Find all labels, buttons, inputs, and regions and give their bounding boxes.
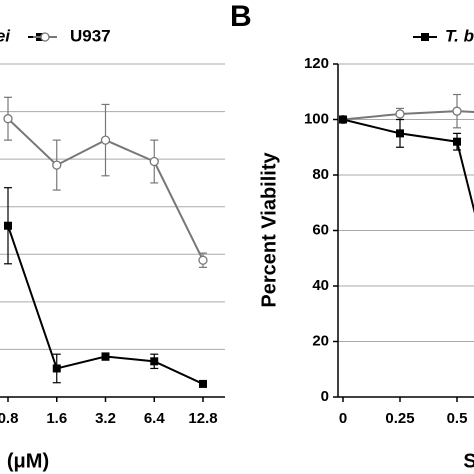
panel-a: 0.8 1.6 3.2 6.4 12.8 T. brucei U937 (μM)	[0, 26, 225, 472]
x-tick-label: 0.8	[0, 410, 18, 427]
x-tick-label: 12.8	[188, 410, 217, 427]
legend-label: T. brucei	[0, 26, 11, 45]
y-tick-label: 40	[312, 277, 329, 294]
x-tick-label: 1.6	[46, 410, 67, 427]
legend-label: T. b	[445, 26, 474, 45]
y-tick-label: 120	[304, 55, 329, 72]
data-point	[421, 33, 429, 41]
data-point	[452, 106, 462, 116]
data-point	[199, 379, 207, 388]
data-point	[101, 352, 110, 361]
panel-b: 0 20 40 60 80 100 120 0 0.25 0.5 T. b S Percent Viab…	[230, 0, 474, 472]
data-point	[52, 364, 61, 373]
data-point	[150, 357, 159, 366]
y-axis-title: Percent Viability	[258, 152, 280, 308]
data-point	[4, 221, 12, 230]
x-tick-label: 6.4	[144, 410, 166, 427]
data-point	[395, 109, 405, 119]
legend-label: U937	[70, 26, 111, 45]
x-tick-label: 0.25	[385, 410, 414, 427]
data-point	[453, 137, 461, 146]
y-tick-label: 60	[312, 221, 329, 238]
y-tick-label: 100	[304, 110, 329, 127]
panel-label: B	[230, 0, 252, 33]
series-line	[342, 110, 474, 121]
x-axis-title: S	[463, 450, 474, 472]
data-point	[100, 135, 111, 145]
data-point	[3, 114, 13, 124]
data-point	[52, 160, 62, 170]
x-tick-label: 0	[339, 410, 347, 427]
y-tick-label: 20	[312, 332, 329, 349]
data-point	[339, 115, 347, 124]
data-point	[396, 129, 404, 138]
x-tick-label: 3.2	[95, 410, 116, 427]
x-tick-label: 0.5	[447, 410, 468, 427]
series-line	[342, 118, 474, 214]
data-point	[40, 32, 50, 42]
x-axis-title: (μM)	[7, 450, 49, 472]
data-point	[149, 156, 159, 167]
y-tick-label: 0	[321, 388, 329, 405]
y-tick-label: 80	[312, 166, 329, 183]
data-point	[198, 255, 208, 265]
